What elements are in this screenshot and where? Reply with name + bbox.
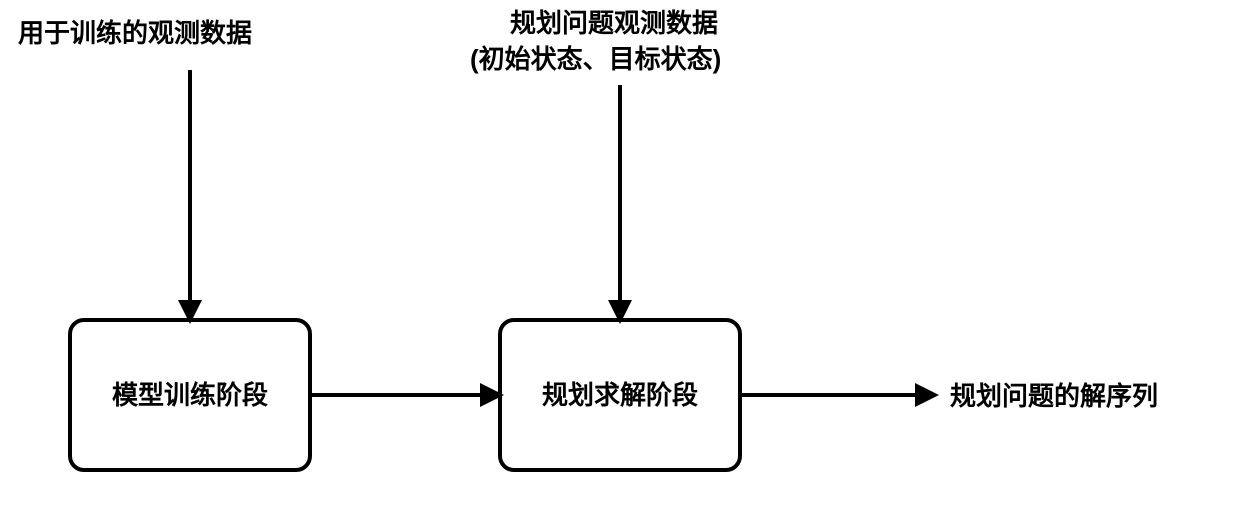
train-box-label: 模型训练阶段 xyxy=(112,380,268,410)
solve-box-label: 规划求解阶段 xyxy=(542,380,698,410)
label-train-input: 用于训练的观测数据 xyxy=(18,18,252,48)
solve-box-group: 规划求解阶段 xyxy=(500,320,740,470)
train-box-group: 模型训练阶段 xyxy=(70,320,310,470)
label-solve-input-line1: 规划问题观测数据 xyxy=(510,8,718,38)
label-output: 规划问题的解序列 xyxy=(950,381,1158,411)
label-solve-input-line2: (初始状态、目标状态) xyxy=(470,44,721,74)
